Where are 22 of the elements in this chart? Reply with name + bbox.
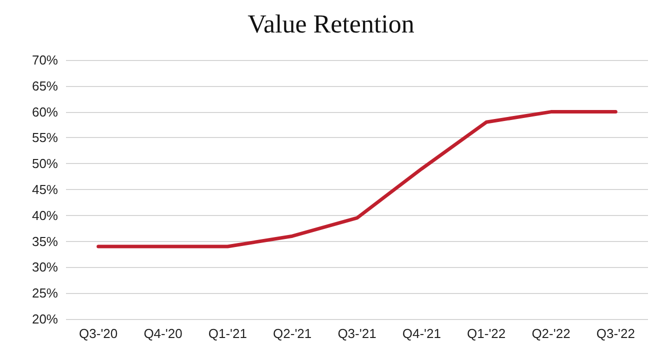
y-tick-label: 60% [32,104,58,120]
y-tick-label: 70% [32,52,58,68]
line-series [96,110,618,248]
x-tick-label: Q2-'22 [532,326,570,341]
chart-title: Value Retention [248,10,414,38]
y-tick-label: 30% [32,260,58,275]
y-tick-label: 20% [32,312,58,326]
x-tick-label: Q2-'21 [273,326,312,341]
y-tick-label: 45% [32,182,58,197]
y-tick-label: 50% [32,156,58,172]
x-tick-label: Q1-'21 [208,326,247,341]
y-tick-label: 35% [32,234,58,249]
x-tick-label: Q3-'22 [596,326,635,341]
x-tick-label: Q4-'20 [144,326,182,341]
x-tick-label: Q3-'21 [338,326,376,341]
y-tick-label: 40% [32,208,58,223]
y-tick-label: 65% [32,78,58,94]
x-tick-label: Q1-'22 [467,326,506,341]
y-tick-label: 25% [32,286,58,301]
x-tick-label: Q4-'21 [402,326,441,341]
x-tick-label: Q3-'20 [79,326,118,341]
y-tick-label: 55% [32,130,58,146]
